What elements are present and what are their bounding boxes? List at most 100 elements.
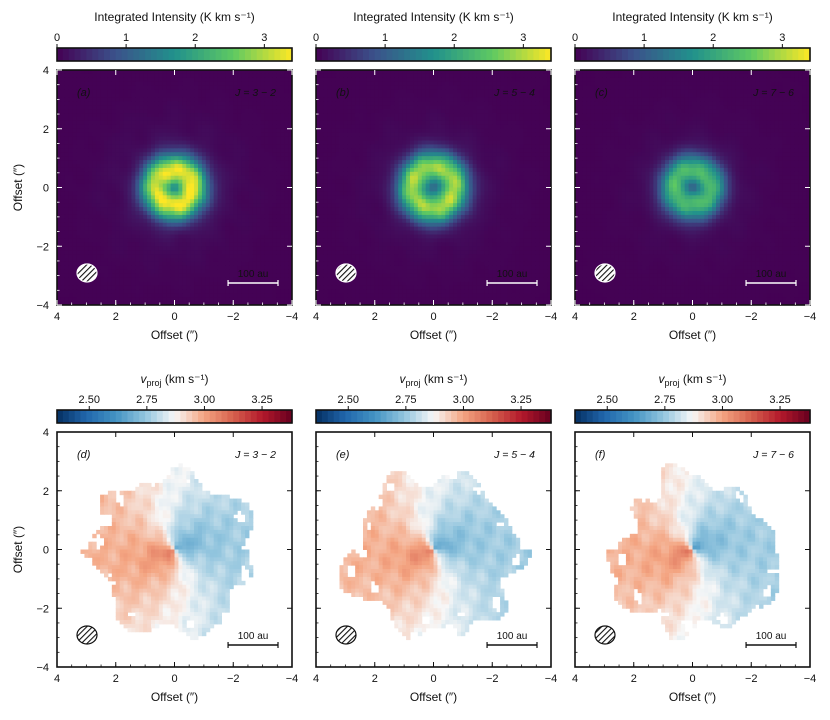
- y-tick-label: −4: [36, 662, 49, 674]
- x-tick-label: 4: [572, 311, 578, 323]
- x-tick-label: 4: [313, 673, 319, 685]
- beam-ellipse: [335, 263, 357, 283]
- colorbar-frame: [56, 409, 293, 424]
- colorbar-tick-label: 0: [572, 32, 578, 44]
- x-tick-label: 0: [689, 311, 695, 323]
- x-tick-label: 4: [572, 673, 578, 685]
- panel-tag: (d): [77, 449, 91, 461]
- panel-c: (c) J = 7 − 6 100 au 4 2 0 −2 −4 Offset (″): [572, 69, 817, 342]
- x-tick-label: 2: [113, 311, 119, 323]
- colorbar-frame: [574, 47, 811, 62]
- colorbar-tick-label: 3.25: [251, 394, 272, 406]
- panel-f: (f) J = 7 − 6 100 au 4 2 0 −2 −4 Offset (″): [572, 431, 817, 704]
- panel-tag: (c): [595, 87, 608, 99]
- panel-tag: (e): [336, 449, 350, 461]
- beam-ellipse: [76, 263, 98, 283]
- transition-label: J = 5 − 4: [493, 87, 535, 99]
- panel-tag: (f): [595, 449, 606, 461]
- panel-tag: (b): [336, 87, 350, 99]
- x-tick-label: 2: [631, 311, 637, 323]
- y-tick-label: −2: [36, 603, 49, 615]
- x-tick-label: −2: [227, 311, 240, 323]
- x-tick-label: 2: [113, 673, 119, 685]
- transition-label: J = 7 − 6: [752, 87, 794, 99]
- beam-ellipse: [76, 625, 98, 645]
- colorbar-frame: [56, 47, 293, 62]
- colorbar-frame: [315, 47, 552, 62]
- intensity-colorbar-2: 0 1 2 3 Integrated Intensity (K km s⁻¹): [313, 10, 552, 62]
- colorbar-label: vproj (km s⁻¹): [658, 372, 726, 388]
- x-tick-label: −4: [804, 673, 817, 685]
- colorbar-tick-label: 2: [192, 32, 198, 44]
- colorbar-tick-label: 2: [451, 32, 457, 44]
- colorbar-tick-label: 3: [779, 32, 785, 44]
- x-tick-label: 0: [171, 673, 177, 685]
- x-axis-label: Offset (″): [410, 328, 457, 342]
- y-tick-label: 0: [43, 183, 49, 195]
- scalebar-label: 100 au: [756, 269, 787, 280]
- y-tick-label: 2: [43, 124, 49, 136]
- transition-label: J = 3 − 2: [234, 87, 276, 99]
- colorbar-tick-label: 1: [641, 32, 647, 44]
- colorbar-tick-label: 3.00: [712, 394, 733, 406]
- figure-layer: 0 1 2 3 Integrated Intensity (K km s⁻¹) (a) J …: [11, 10, 816, 704]
- x-tick-label: 4: [313, 311, 319, 323]
- x-tick-label: −4: [286, 311, 299, 323]
- colorbar-tick-label: 2.50: [338, 394, 359, 406]
- colorbar-label: Integrated Intensity (K km s⁻¹): [353, 10, 513, 24]
- transition-label: J = 7 − 6: [752, 449, 794, 461]
- scalebar-label: 100 au: [497, 631, 528, 642]
- x-axis-label: Offset (″): [669, 328, 716, 342]
- x-tick-label: 0: [689, 673, 695, 685]
- x-axis-label: Offset (″): [410, 690, 457, 704]
- panel-e: (e) J = 5 − 4 100 au 4 2 0 −2 −4 Offset (″): [313, 431, 557, 704]
- x-tick-label: 2: [631, 673, 637, 685]
- y-tick-label: 4: [43, 427, 49, 439]
- colorbar-tick-label: 1: [123, 32, 129, 44]
- x-tick-label: −2: [745, 673, 758, 685]
- x-tick-label: 2: [372, 673, 378, 685]
- transition-label: J = 3 − 2: [234, 449, 276, 461]
- panel-d: (d) J = 3 − 2 100 au 4 2 0 −2 −4 4 2 0 −2 −4 Offset (…: [11, 427, 298, 704]
- colorbar-tick-label: 3: [261, 32, 267, 44]
- x-tick-label: −4: [545, 311, 558, 323]
- colorbar-tick-label: 2.75: [136, 394, 157, 406]
- intensity-colorbar-3: 0 1 2 3 Integrated Intensity (K km s⁻¹): [572, 10, 811, 62]
- y-tick-label: 0: [43, 545, 49, 557]
- colorbar-tick-label: 2.50: [79, 394, 100, 406]
- panel-tag: (a): [77, 87, 91, 99]
- x-tick-label: 4: [54, 311, 60, 323]
- velocity-colorbar-1: 2.50 2.75 3.00 3.25 vproj (km s⁻¹): [56, 372, 293, 424]
- colorbar-tick-label: 3.25: [510, 394, 531, 406]
- x-tick-label: 0: [430, 311, 436, 323]
- y-tick-label: 4: [43, 65, 49, 77]
- x-axis-label: Offset (″): [669, 690, 716, 704]
- colorbar-label: Integrated Intensity (K km s⁻¹): [612, 10, 772, 24]
- colorbar-tick-label: 3.25: [769, 394, 790, 406]
- colorbar-label: vproj (km s⁻¹): [399, 372, 467, 388]
- x-tick-label: −2: [745, 311, 758, 323]
- y-axis-label: Offset (″): [11, 526, 25, 573]
- y-axis-label: Offset (″): [11, 164, 25, 211]
- scalebar-label: 100 au: [756, 631, 787, 642]
- x-tick-label: −2: [227, 673, 240, 685]
- x-tick-label: −4: [286, 673, 299, 685]
- x-axis-label: Offset (″): [151, 690, 198, 704]
- velocity-colorbar-2: 2.50 2.75 3.00 3.25 vproj (km s⁻¹): [315, 372, 552, 424]
- y-tick-label: −2: [36, 241, 49, 253]
- y-tick-label: −4: [36, 300, 49, 312]
- x-tick-label: 0: [171, 311, 177, 323]
- velocity-colorbar-3: 2.50 2.75 3.00 3.25 vproj (km s⁻¹): [574, 372, 811, 424]
- x-tick-label: −4: [804, 311, 817, 323]
- transition-label: J = 5 − 4: [493, 449, 535, 461]
- colorbar-tick-label: 2.75: [654, 394, 675, 406]
- beam-ellipse: [594, 263, 616, 283]
- beam-ellipse: [335, 625, 357, 645]
- intensity-colorbar-1: 0 1 2 3 Integrated Intensity (K km s⁻¹): [54, 10, 293, 62]
- colorbar-tick-label: 2.75: [395, 394, 416, 406]
- colorbar-tick-label: 3.00: [453, 394, 474, 406]
- panel-b: (b) J = 5 − 4 100 au 4 2 0 −2 −4 Offset (″): [313, 69, 558, 342]
- colorbar-tick-label: 0: [313, 32, 319, 44]
- x-axis-label: Offset (″): [151, 328, 198, 342]
